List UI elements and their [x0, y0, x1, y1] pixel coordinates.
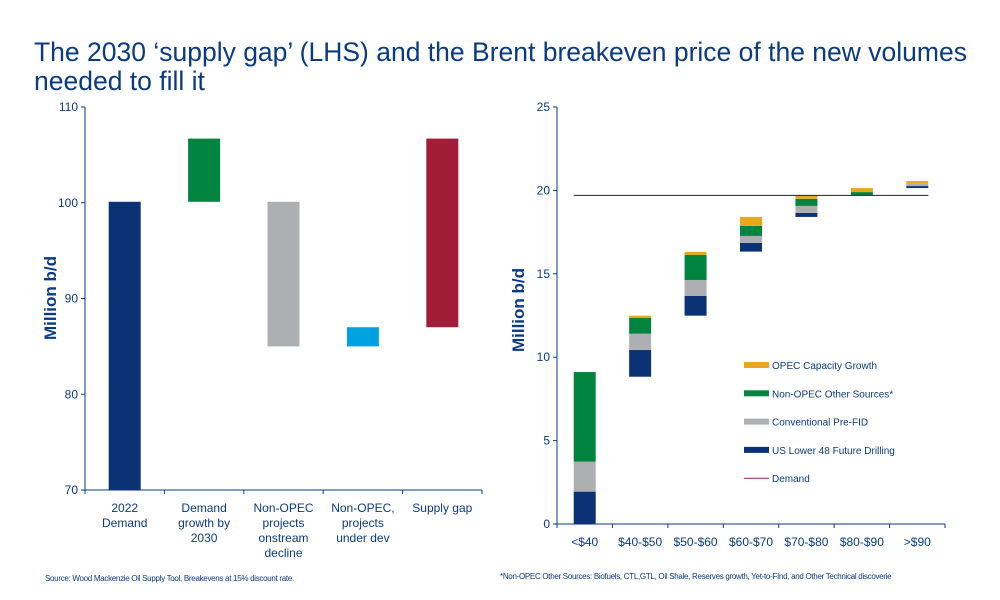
y-tick-label: 20 — [537, 183, 551, 197]
stacked-segment — [629, 315, 652, 319]
legend-label: OPEC Capacity Growth — [772, 361, 877, 372]
y-axis-title: Million b/d — [509, 268, 528, 352]
y-tick-label: 80 — [65, 387, 79, 401]
stacked-segment — [795, 205, 818, 213]
legend-label: Demand — [772, 474, 810, 485]
x-tick-label: decline — [264, 546, 302, 560]
x-tick-label: 2022 — [111, 501, 138, 515]
stacked-segment — [684, 254, 707, 280]
stacked-segment — [850, 192, 873, 196]
x-tick-label: $70-$80 — [784, 535, 828, 549]
source-note: Source: Wood Mackenzie Oil Supply Tool, … — [45, 574, 294, 583]
stacked-segment — [629, 318, 652, 334]
y-tick-label: 70 — [65, 483, 79, 497]
stacked-segment — [573, 372, 596, 462]
stacked-segment — [850, 188, 873, 193]
waterfall-bar — [267, 201, 300, 347]
x-tick-label: Supply gap — [412, 501, 472, 515]
x-tick-label: projects — [342, 516, 384, 530]
stacked-segment — [740, 242, 762, 252]
x-tick-label: $40-$50 — [618, 535, 662, 549]
y-tick-label: 90 — [65, 292, 79, 306]
x-tick-label: growth by — [178, 516, 230, 530]
x-tick-label: Non-OPEC, — [331, 501, 394, 515]
x-tick-label: 2030 — [191, 531, 218, 545]
x-tick-label: under dev — [336, 531, 389, 545]
stacked-segment — [684, 279, 707, 296]
stacked-segment — [740, 225, 762, 236]
x-tick-label: Demand — [102, 516, 147, 530]
y-tick-label: 10 — [537, 350, 551, 364]
legend-swatch — [744, 446, 769, 453]
waterfall-bar — [346, 327, 379, 347]
y-tick-label: 110 — [59, 100, 78, 114]
x-tick-label: $50-$60 — [674, 535, 718, 549]
x-tick-label: <$40 — [571, 535, 598, 549]
slide-title: The 2030 ‘supply gap’ (LHS) and the Bren… — [34, 37, 967, 96]
legend-label: Non-OPEC Other Sources* — [772, 389, 893, 400]
stacked-segment — [906, 183, 929, 187]
stacked-segment — [573, 461, 596, 492]
stacked-segment — [795, 212, 818, 217]
stacked-segment — [740, 235, 762, 243]
stacked-segment — [684, 251, 707, 255]
y-tick-label: 0 — [543, 517, 550, 531]
waterfall-bar — [108, 201, 141, 491]
legend-label: US Lower 48 Future Drilling — [772, 446, 895, 457]
stacked-segment — [684, 295, 707, 316]
y-tick-label: 25 — [537, 100, 551, 114]
x-tick-label: $60-$70 — [729, 535, 773, 549]
legend-swatch — [744, 390, 769, 397]
waterfall-bar — [426, 138, 459, 328]
legend-swatch — [744, 362, 769, 368]
footnote: *Non-OPEC Other Sources: Biofuels, CTL,G… — [500, 572, 892, 581]
x-tick-label: Demand — [181, 501, 226, 515]
legend-label: Conventional Pre-FID — [772, 418, 868, 429]
legend-swatch — [744, 418, 769, 425]
waterfall-bar — [188, 138, 221, 202]
stacked-segment — [573, 491, 596, 524]
stacked-segment — [629, 350, 652, 377]
stacked-segment — [906, 186, 929, 189]
stacked-segment — [795, 198, 818, 206]
y-tick-label: 15 — [537, 267, 551, 281]
x-tick-label: onstream — [258, 531, 308, 545]
stacked-segment — [629, 333, 652, 351]
stacked-segment — [906, 181, 929, 184]
x-tick-label: >$90 — [904, 535, 931, 549]
x-tick-label: Non-OPEC — [253, 501, 313, 515]
stacked-segment — [740, 216, 762, 226]
y-tick-label: 100 — [58, 196, 78, 210]
y-tick-label: 5 — [543, 434, 550, 448]
y-axis-title: Million b/d — [41, 256, 60, 340]
stacked-segment — [795, 195, 818, 199]
x-tick-label: $80-$90 — [840, 535, 884, 549]
x-tick-label: projects — [262, 516, 304, 530]
